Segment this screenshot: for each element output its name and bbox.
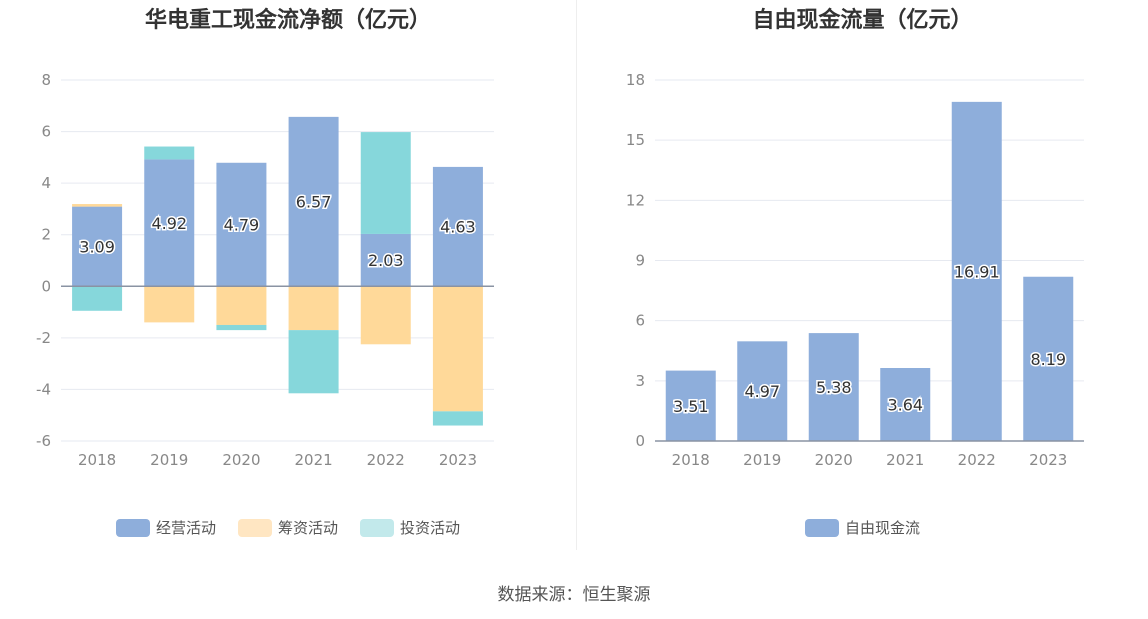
legend-item-operating[interactable]: 经营活动 (115, 517, 216, 538)
legend-item-investing[interactable]: 投资活动 (360, 517, 460, 538)
bar-2020-series-1 (216, 286, 267, 325)
data-label: 16.91 (954, 262, 1000, 281)
data-label: 3.51 (673, 397, 709, 416)
bar-2022-series-0 (360, 233, 411, 287)
bar-2022-series-2 (360, 132, 411, 234)
y-tick-label: 6 (41, 123, 51, 141)
bar-2018-series-0 (665, 370, 716, 441)
x-tick-label: 2019 (743, 451, 781, 469)
data-label: 3.09 (79, 237, 115, 256)
legend-item-financing[interactable]: 筹资活动 (237, 517, 338, 538)
y-tick-label: 0 (635, 432, 645, 450)
chart-title-free-cash-flow: 自由现金流量（亿元） (752, 8, 973, 33)
data-source-note: 数据来源：恒生聚源 (497, 585, 651, 605)
x-tick-label: 2022 (958, 451, 996, 469)
bar-2023-series-0 (1023, 276, 1074, 441)
cash-flow-legend: 经营活动 筹资活动 投资活动 (0, 517, 576, 538)
y-tick-label: 4 (41, 174, 51, 192)
cash-flow-panel: 华电重工现金流净额（亿元） -6 -4 -2 0 2 4 6 8 2018 2019 2020 202… (0, 0, 576, 550)
legend-label-investing: 投资活动 (400, 519, 461, 537)
y-tick-label: 8 (41, 71, 51, 89)
x-tick-label: 2020 (222, 451, 260, 469)
bar-2020-series-0 (808, 333, 859, 441)
legend-label-free-cash-flow: 自由现金流 (844, 519, 920, 537)
free-cash-flow-chart: 0 3 6 9 12 15 18 2018 2019 2020 2021 2022 2023 3.51 4.… (626, 71, 1084, 469)
x-tick-label: 2021 (294, 451, 332, 469)
x-tick-label: 2021 (886, 451, 924, 469)
data-label: 3.64 (887, 395, 923, 414)
legend-item-free-cash-flow[interactable]: 自由现金流 (804, 517, 920, 538)
x-tick-label: 2018 (78, 451, 116, 469)
bar-2018-series-2 (72, 286, 123, 311)
legend-swatch-free-cash-flow (804, 518, 839, 537)
bar-2019-series-0 (737, 341, 788, 441)
bar-2021-series-2 (288, 330, 339, 394)
data-label: 5.38 (816, 378, 852, 397)
x-tick-label: 2018 (672, 451, 710, 469)
bar-2021-series-0 (880, 367, 931, 441)
y-tick-label: 15 (626, 131, 645, 149)
data-label: 4.79 (224, 216, 260, 235)
y-tick-label: -4 (36, 380, 51, 398)
bar-2019-series-0 (144, 159, 195, 287)
bar-2023-series-1 (432, 286, 483, 412)
bar-2023-series-2 (432, 411, 483, 426)
bar-2018-series-0 (72, 206, 123, 287)
x-tick-label: 2023 (439, 451, 477, 469)
data-label: 6.57 (296, 193, 332, 212)
y-tick-label: 12 (626, 191, 645, 209)
free-cash-flow-legend: 自由现金流 (577, 517, 1148, 538)
data-label: 4.63 (440, 218, 476, 237)
x-tick-label: 2020 (815, 451, 853, 469)
y-tick-label: 2 (41, 226, 51, 244)
bar-2018-series-1 (72, 204, 123, 207)
x-tick-label: 2019 (150, 451, 188, 469)
bar-2019-series-1 (144, 286, 195, 323)
data-label: 2.03 (368, 251, 404, 270)
bar-2023-series-0 (432, 166, 483, 287)
y-tick-label: -2 (36, 329, 51, 347)
legend-label-operating: 经营活动 (155, 519, 216, 537)
legend-swatch-financing (237, 518, 272, 537)
bar-2021-series-1 (288, 286, 339, 331)
bar-2022-series-1 (360, 286, 411, 345)
bar-2021-series-0 (288, 116, 339, 287)
data-label: 4.97 (744, 382, 780, 401)
chart-title-cash-flow: 华电重工现金流净额（亿元） (144, 8, 431, 33)
bar-2020-series-2 (216, 324, 267, 331)
y-tick-label: -6 (36, 432, 51, 450)
y-tick-label: 3 (635, 372, 645, 390)
x-tick-label: 2022 (367, 451, 405, 469)
y-tick-label: 6 (635, 312, 645, 330)
legend-swatch-operating (115, 518, 150, 537)
panel-divider (576, 0, 577, 550)
y-tick-label: 18 (626, 71, 645, 89)
data-label: 4.92 (151, 214, 187, 233)
bar-2019-series-2 (144, 146, 195, 160)
x-tick-label: 2023 (1029, 451, 1067, 469)
legend-label-financing: 筹资活动 (277, 519, 338, 537)
y-tick-label: 0 (41, 277, 51, 295)
bar-2020-series-0 (216, 162, 267, 287)
bar-2022-series-0 (951, 101, 1002, 441)
free-cash-flow-panel: 自由现金流量（亿元） 0 3 6 9 12 15 18 2018 2019 2020 2021 202… (577, 0, 1148, 550)
cash-flow-chart: -6 -4 -2 0 2 4 6 8 2018 2019 2020 2021 2022 2023 3.09 4… (36, 71, 494, 469)
data-label: 8.19 (1030, 350, 1066, 369)
legend-swatch-investing (360, 518, 394, 537)
y-tick-label: 9 (635, 252, 645, 270)
